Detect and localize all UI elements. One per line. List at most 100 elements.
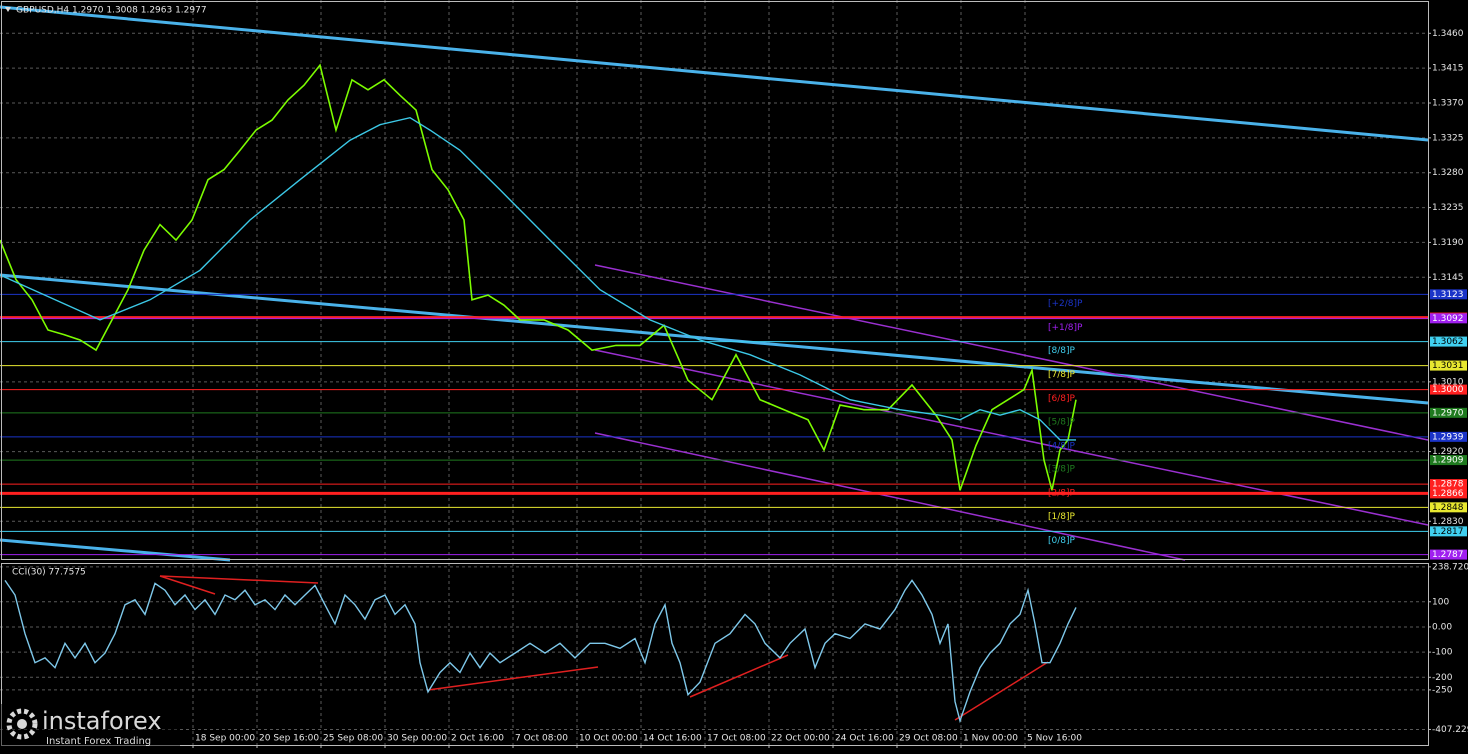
murray-level-tag: [5/8]P — [1048, 417, 1076, 427]
y-tick-label: 1.3010 — [1432, 377, 1464, 387]
level-price-label: 1.2817 — [1432, 527, 1464, 537]
x-tick-label: 30 Sep 00:00 — [387, 734, 447, 744]
level-price-box — [1430, 502, 1467, 513]
y-tick-label: 1.3280 — [1432, 168, 1464, 178]
level-price-label: 1.3000 — [1432, 385, 1464, 395]
axis-layer: 1.3460 1.3415 1.3370 1.3325 1.3280 1.3235 1.31… — [192, 29, 1468, 748]
level-price-box — [1430, 384, 1467, 395]
x-tick-label: 1 Nov 00:00 — [963, 734, 1018, 744]
watermark-logo-core — [17, 719, 27, 729]
x-tick-label: 18 Sep 00:00 — [195, 734, 255, 744]
y-tick-label: 0.00 — [1432, 622, 1452, 632]
watermark-logo — [6, 708, 38, 740]
level-price-label: 1.3031 — [1432, 361, 1464, 371]
level-price-label: 1.2866 — [1432, 489, 1464, 499]
level-price-label: 1.2848 — [1432, 503, 1464, 513]
divergence-line — [159, 575, 216, 595]
y-tick-label: 1.3415 — [1432, 64, 1464, 74]
level-price-label: 1.2787 — [1432, 550, 1464, 560]
level-price-box — [1430, 526, 1467, 537]
level-price-label: 1.2909 — [1432, 456, 1464, 466]
level-price-box — [1430, 336, 1467, 347]
channel-line — [594, 349, 1429, 526]
watermark-tagline: Instant Forex Trading — [46, 736, 151, 747]
grid-layer — [0, 0, 1428, 745]
x-tick-label: 25 Sep 08:00 — [323, 734, 383, 744]
murray-level-tag: [7/8]P — [1048, 370, 1076, 380]
level-price-label: 1.3123 — [1432, 290, 1464, 300]
murray-level-tag: [2/8]P — [1048, 489, 1076, 499]
divergence-line — [427, 666, 599, 691]
level-price-label: 1.3092 — [1432, 314, 1464, 324]
x-tick-label: 7 Oct 08:00 — [515, 734, 568, 744]
y-tick-label: 1.2920 — [1432, 447, 1464, 457]
y-tick-label: 238.7205 — [1432, 562, 1468, 572]
y-tick-label: 1.3370 — [1432, 99, 1464, 109]
main-panel-frame — [1, 1, 1429, 560]
x-tick-label: 22 Oct 00:00 — [771, 734, 830, 744]
y-tick-label: -200 — [1432, 673, 1453, 683]
x-tick-label: 2 Oct 16:00 — [451, 734, 504, 744]
level-price-box — [1430, 479, 1467, 490]
x-tick-label: 29 Oct 08:00 — [899, 734, 958, 744]
x-tick-label: 10 Oct 00:00 — [579, 734, 638, 744]
level-price-box — [1430, 407, 1467, 418]
trend-line — [0, 538, 231, 562]
murray-level-tag: [4/8]P — [1048, 441, 1076, 451]
y-tick-label: 100 — [1432, 597, 1449, 607]
watermark-background — [0, 704, 180, 750]
murray-level-tag: [8/8]P — [1048, 346, 1076, 356]
y-tick-label: 1.3460 — [1432, 29, 1464, 39]
y-tick-label: 1.2830 — [1432, 517, 1464, 527]
trend-line — [0, 5, 1429, 142]
series-line — [4, 579, 1077, 724]
murray-level-tag: [0/8]P — [1048, 536, 1076, 546]
level-price-label: 1.2970 — [1432, 408, 1464, 418]
divergence-line — [159, 575, 319, 584]
murray-level-tag: [3/8]P — [1048, 465, 1076, 475]
murray-level-tag: [6/8]P — [1048, 394, 1076, 404]
y-tick-label: -407.2295 — [1432, 725, 1468, 735]
trend-lines — [0, 5, 1429, 721]
divergence-line — [689, 654, 789, 698]
level-price-box — [1430, 289, 1467, 300]
trend-line — [0, 273, 1429, 405]
y-tick-label: 1.3325 — [1432, 133, 1464, 143]
cci-panel-frame — [1, 563, 1429, 746]
level-price-box — [1430, 455, 1467, 466]
x-tick-label: 14 Oct 16:00 — [643, 734, 702, 744]
x-tick-label: 24 Oct 16:00 — [835, 734, 894, 744]
divergence-line — [954, 661, 1049, 721]
watermark: instaforex Instant Forex Trading — [0, 704, 180, 750]
x-tick-label: 20 Sep 16:00 — [259, 734, 319, 744]
y-tick-label: 1.3190 — [1432, 238, 1464, 248]
series-line — [0, 63, 1077, 491]
x-tick-label: 5 Nov 16:00 — [1027, 734, 1082, 744]
level-price-box — [1430, 431, 1467, 442]
x-tick-label: 17 Oct 08:00 — [707, 734, 766, 744]
y-tick-label: -250 — [1432, 685, 1453, 695]
level-price-box — [1430, 488, 1467, 499]
y-tick-label: 1.3235 — [1432, 203, 1464, 213]
symbol-menu-icon — [5, 7, 11, 12]
series-line — [0, 116, 1076, 441]
level-price-label: 1.2878 — [1432, 480, 1464, 490]
y-tick-label: -100 — [1432, 648, 1453, 658]
level-price-label: 1.3062 — [1432, 337, 1464, 347]
y-tick-label: 1.3145 — [1432, 273, 1464, 283]
murray-level-tag: [+2/8]P — [1048, 299, 1083, 309]
murray-level-tag: [+1/8]P — [1048, 323, 1083, 333]
indicator-title: CCI(30) 77.7575 — [12, 568, 86, 578]
level-price-box — [1430, 549, 1467, 560]
level-price-label: 1.2939 — [1432, 432, 1464, 442]
channel-line — [594, 432, 1186, 561]
level-price-box — [1430, 313, 1467, 324]
murray-level-tag: [1/8]P — [1048, 512, 1076, 522]
level-price-box — [1430, 360, 1467, 371]
data-layer — [0, 63, 1428, 724]
watermark-brand: instaforex — [42, 707, 162, 735]
chart-title: GBPUSD,H4 1.2970 1.3008 1.2963 1.2977 — [16, 6, 207, 16]
